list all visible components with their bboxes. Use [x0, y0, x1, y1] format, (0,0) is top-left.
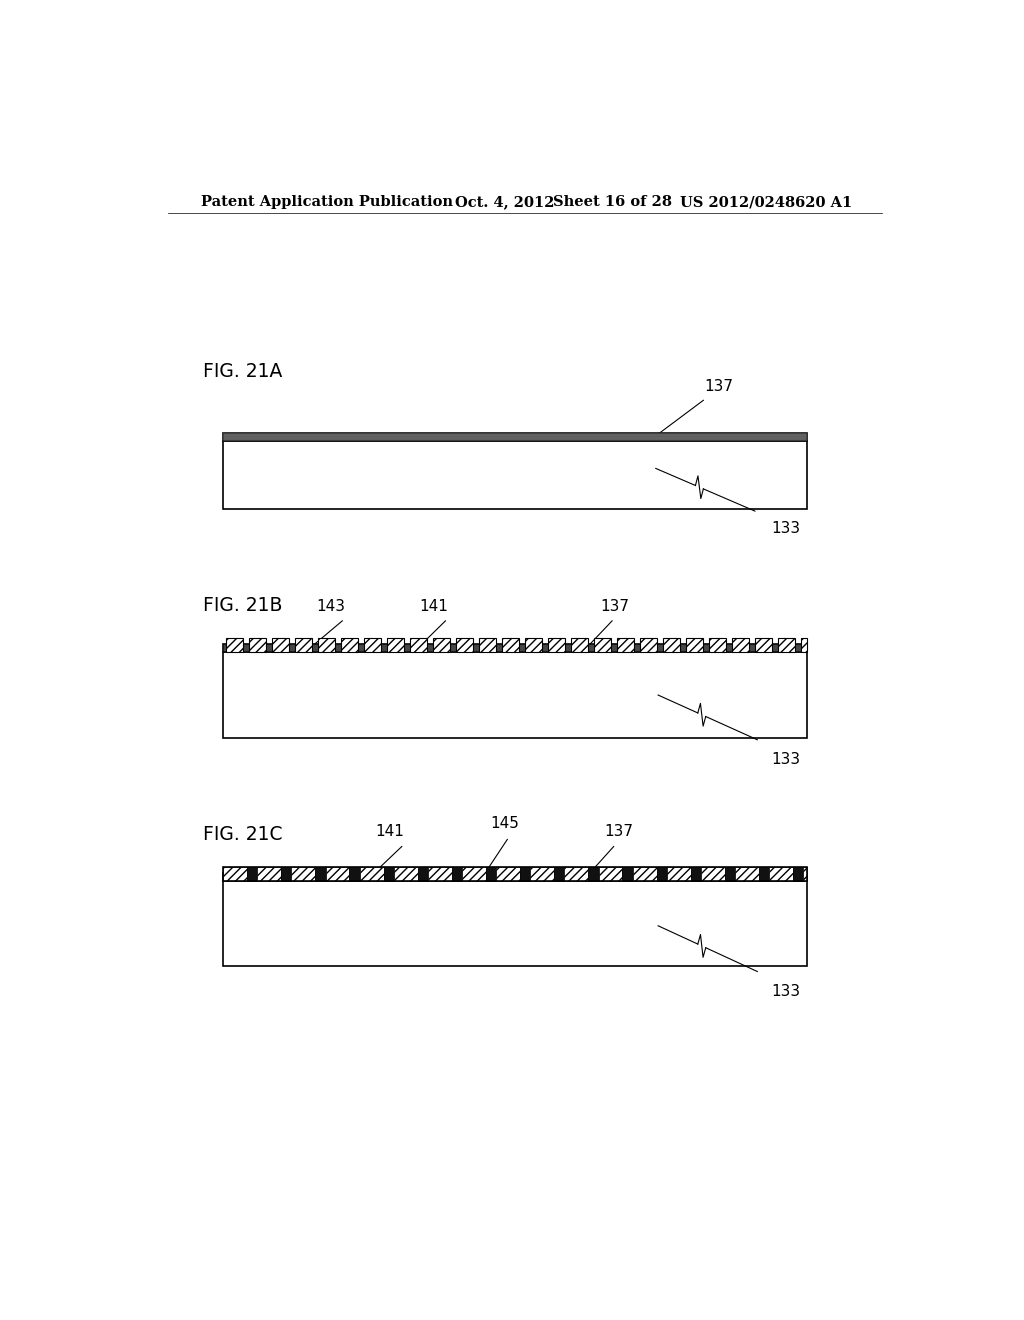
Bar	[520, 867, 530, 880]
Bar	[735, 867, 759, 880]
Text: FIG. 21C: FIG. 21C	[204, 825, 283, 843]
Bar	[317, 638, 335, 652]
Bar	[548, 638, 565, 652]
Bar	[315, 867, 326, 880]
Bar	[394, 867, 418, 880]
Bar	[725, 867, 735, 880]
Text: Sheet 16 of 28: Sheet 16 of 28	[553, 195, 672, 209]
Bar	[271, 638, 289, 652]
Bar	[640, 638, 657, 652]
Bar	[709, 638, 726, 652]
Bar	[247, 867, 257, 880]
Text: 141: 141	[419, 599, 447, 614]
Bar	[410, 638, 427, 652]
Bar	[502, 638, 519, 652]
Text: 141: 141	[376, 825, 404, 840]
Bar	[249, 638, 266, 652]
Bar	[225, 638, 243, 652]
Bar	[599, 867, 623, 880]
Bar	[663, 638, 680, 652]
Text: Patent Application Publication: Patent Application Publication	[201, 195, 453, 209]
Bar	[456, 638, 473, 652]
Bar	[554, 867, 564, 880]
Bar	[418, 867, 428, 880]
Bar	[479, 638, 497, 652]
Bar	[387, 638, 404, 652]
Bar	[223, 433, 807, 441]
Bar	[452, 867, 462, 880]
Bar	[497, 867, 520, 880]
Bar	[804, 867, 807, 880]
Bar	[759, 867, 769, 880]
Bar	[462, 867, 486, 880]
Bar	[594, 638, 611, 652]
Text: 133: 133	[771, 521, 800, 536]
Bar	[223, 880, 807, 966]
Text: US 2012/0248620 A1: US 2012/0248620 A1	[680, 195, 852, 209]
Text: 137: 137	[705, 379, 734, 395]
Bar	[564, 867, 588, 880]
Bar	[656, 867, 667, 880]
Bar	[732, 638, 750, 652]
Bar	[223, 867, 807, 880]
Bar	[292, 867, 315, 880]
Bar	[530, 867, 554, 880]
Bar	[359, 867, 384, 880]
Bar	[588, 867, 599, 880]
Bar	[701, 867, 725, 880]
Bar	[690, 867, 701, 880]
Bar	[326, 867, 349, 880]
Bar	[616, 638, 634, 652]
Bar	[769, 867, 793, 880]
Text: 137: 137	[600, 599, 629, 614]
Bar	[433, 638, 451, 652]
Bar	[793, 867, 804, 880]
Bar	[428, 867, 452, 880]
Bar	[801, 638, 807, 652]
Bar	[223, 652, 807, 738]
Bar	[349, 867, 359, 880]
Bar	[223, 441, 807, 510]
Text: FIG. 21A: FIG. 21A	[204, 363, 283, 381]
Text: Oct. 4, 2012: Oct. 4, 2012	[455, 195, 554, 209]
Text: 137: 137	[604, 825, 633, 840]
Text: 145: 145	[490, 816, 519, 832]
Bar	[524, 638, 543, 652]
Bar	[257, 867, 282, 880]
Text: FIG. 21B: FIG. 21B	[204, 597, 283, 615]
Text: 133: 133	[771, 983, 800, 999]
Bar	[486, 867, 497, 880]
Bar	[295, 638, 312, 652]
Bar	[686, 638, 703, 652]
Bar	[223, 867, 247, 880]
Bar	[633, 867, 656, 880]
Bar	[570, 638, 588, 652]
Bar	[667, 867, 690, 880]
Text: 143: 143	[315, 599, 345, 614]
Bar	[755, 638, 772, 652]
Bar	[623, 867, 633, 880]
Bar	[384, 867, 394, 880]
Text: 133: 133	[771, 752, 800, 767]
Bar	[364, 638, 381, 652]
Bar	[778, 638, 796, 652]
Bar	[282, 867, 292, 880]
Bar	[223, 644, 807, 652]
Bar	[223, 873, 807, 880]
Bar	[341, 638, 358, 652]
